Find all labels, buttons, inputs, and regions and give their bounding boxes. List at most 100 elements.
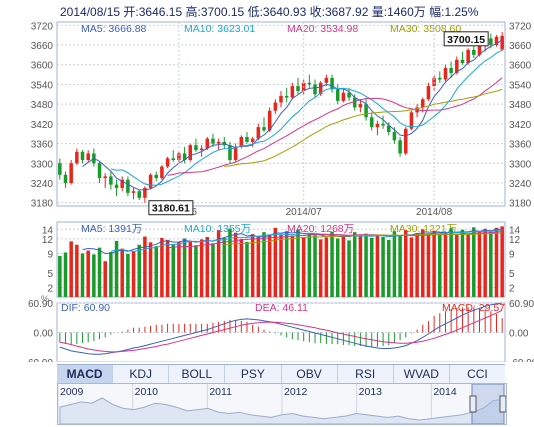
volume-bar	[211, 243, 215, 297]
candle-body	[290, 86, 295, 98]
volume-bar	[421, 229, 425, 297]
candle-body	[160, 166, 164, 179]
price-annotation-box	[148, 200, 194, 216]
chart-canvas[interactable]: 3720 3720 3660 3660 3600 3600 3540 3540 3480 3480…	[0, 0, 534, 362]
candle-body	[273, 102, 278, 111]
low-label: 低:	[247, 5, 263, 19]
volume-bar	[97, 247, 102, 297]
volume-bar	[392, 231, 397, 297]
price-tick-right: 3360	[509, 140, 532, 151]
volume-bar	[364, 233, 368, 297]
tab-rsi[interactable]: RSI	[338, 365, 394, 383]
volume-tick-left: 12	[42, 235, 54, 246]
candle-body	[58, 163, 62, 175]
price-tick-left: 3480	[31, 100, 54, 111]
volume-bar	[301, 237, 306, 297]
macd-tick-left: 0.00	[34, 329, 54, 340]
candle-body	[188, 145, 193, 160]
candle-body	[75, 151, 79, 164]
candle-body	[455, 59, 459, 73]
candle-body	[398, 140, 402, 154]
high-value: 3700.15	[200, 5, 245, 19]
amplitude-label: 幅:	[429, 5, 445, 19]
candle-body	[392, 132, 397, 141]
volume-bar	[466, 234, 470, 297]
volume-bar	[177, 241, 181, 297]
price-tick-right: 3600	[509, 61, 532, 72]
candle-body	[307, 82, 312, 85]
candle-body	[126, 179, 130, 193]
legend-entry: MA5: 3666.88	[81, 23, 147, 35]
volume-bar	[438, 235, 442, 297]
navigator-window	[471, 383, 505, 425]
timeline-navigator[interactable]: 2009 2010 2011 2012 2013 2014	[57, 383, 507, 425]
tab-cci[interactable]: CCI	[467, 367, 488, 381]
volume-ma30-line	[224, 232, 503, 246]
price-tick-right: 3480	[509, 100, 532, 111]
navigator-right-handle	[499, 395, 507, 413]
volume-tick-left: 14	[42, 225, 54, 236]
candle-body	[239, 137, 244, 147]
volume-bar	[262, 232, 266, 297]
volume-bar	[58, 255, 62, 297]
candle-body	[313, 84, 317, 95]
price-tick-left: 3720	[31, 21, 54, 32]
volume-bar	[199, 239, 204, 297]
candle-body	[69, 163, 73, 183]
legend-entry: DEA: 46.11	[255, 302, 308, 314]
volume-ma5-line	[82, 228, 503, 255]
candle-body	[97, 163, 102, 179]
volume-bar	[330, 231, 334, 297]
candle-body	[421, 99, 425, 108]
volume-bar	[472, 227, 476, 297]
volume-bar	[114, 240, 119, 297]
tab-boll[interactable]: BOLL	[169, 365, 226, 383]
volume-bar	[222, 237, 227, 297]
price-tick-left: 3180	[31, 199, 54, 210]
navigator-canvas[interactable]: 2009 2010 2011 2012 2013 2014	[57, 383, 507, 425]
candle-body	[86, 153, 90, 160]
navigator-left-handle	[469, 395, 477, 413]
candle-body	[375, 123, 380, 128]
open-label: 开:	[123, 5, 139, 19]
navigator-year: 2009	[60, 386, 84, 398]
volume-bar	[245, 241, 249, 297]
price-tick-right: 3300	[509, 159, 532, 170]
volume-bar	[318, 239, 323, 297]
volume-bar	[103, 261, 107, 297]
volume-bar	[443, 232, 448, 297]
volume-bar	[489, 231, 493, 297]
tab-obv[interactable]: OBV	[282, 365, 338, 383]
candle-body	[148, 174, 153, 188]
amplitude-value: 1.25%	[444, 5, 479, 19]
navigator-year: 2013	[359, 386, 383, 398]
candle-body	[194, 145, 198, 151]
candle-body	[296, 86, 300, 91]
ma20-line	[167, 77, 503, 176]
candle-body	[80, 151, 85, 160]
candle-body	[165, 158, 170, 167]
macd-tick-right: -60.90	[509, 358, 534, 362]
close-value: 3687.92	[324, 5, 369, 19]
price-tick-right: 3720	[509, 21, 532, 32]
tab-kdj[interactable]: KDJ	[113, 365, 170, 383]
volume-bar	[307, 233, 312, 297]
volume-bar	[228, 228, 232, 297]
legend-entry: DIF: 60.90	[61, 302, 110, 314]
legend-entry: MA20: 1268万	[287, 223, 354, 235]
price-tick-right: 3660	[509, 41, 532, 52]
macd-panel: 60.90 60.90 0.00 0.00 -60.90 -60.90 DIF: 60.90…	[25, 299, 534, 362]
volume-bar	[494, 227, 499, 297]
candle-body	[233, 146, 238, 160]
candle-body	[205, 138, 210, 149]
volume-tick-right: 5	[509, 269, 515, 280]
candle-body	[171, 158, 176, 160]
candle-body	[466, 49, 470, 64]
tab-macd[interactable]: MACD	[57, 365, 114, 383]
navigator-area	[59, 397, 505, 425]
tab-wvad[interactable]: WVAD	[394, 365, 450, 383]
tab-psy[interactable]: PSY	[225, 365, 282, 383]
candle-body	[211, 138, 215, 144]
candle-body	[347, 92, 351, 98]
volume-tick-right: 2	[509, 283, 515, 294]
